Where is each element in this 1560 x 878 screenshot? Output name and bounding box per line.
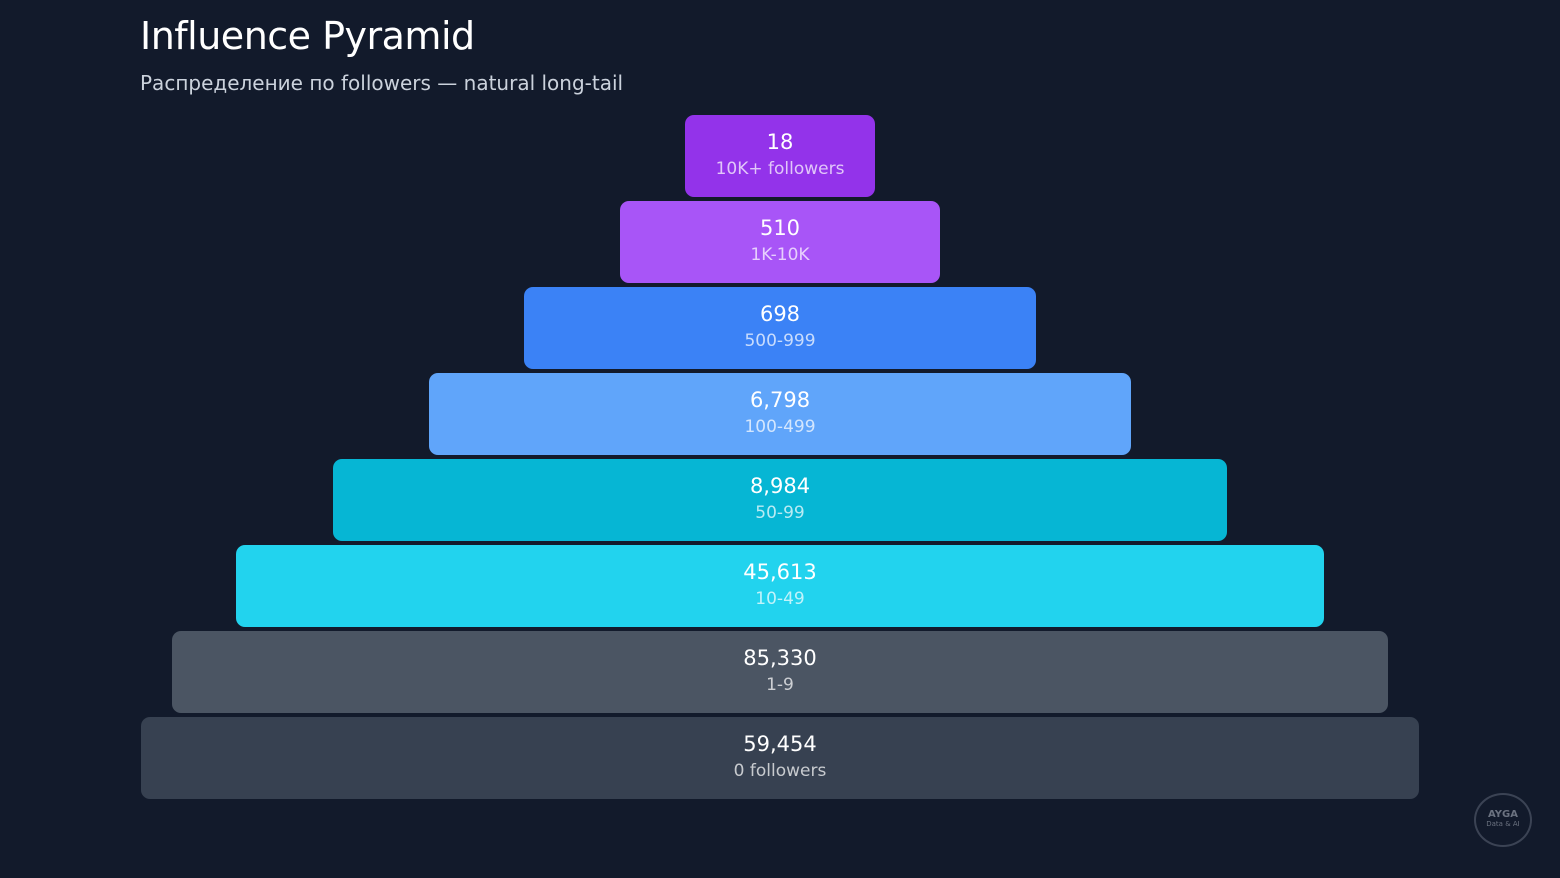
chart-subtitle: Распределение по followers — natural lon… xyxy=(140,71,624,95)
pyramid-bar: 18 10K+ followers xyxy=(685,115,875,197)
bar-value: 18 xyxy=(766,130,794,154)
bar-label: 50-99 xyxy=(755,503,805,523)
pyramid-bar: 698 500-999 xyxy=(524,287,1036,369)
bar-value: 59,454 xyxy=(743,732,817,756)
bar-value: 510 xyxy=(759,216,801,240)
logo-tagline: Data & AI xyxy=(1486,820,1520,828)
chart-title: Influence Pyramid xyxy=(140,14,475,58)
bar-value: 8,984 xyxy=(749,474,811,498)
bar-label: 100-499 xyxy=(744,417,816,437)
bar-value: 45,613 xyxy=(743,560,817,584)
bar-label: 10K+ followers xyxy=(715,159,845,179)
bar-label: 10-49 xyxy=(755,589,805,609)
bar-label: 1-9 xyxy=(766,675,794,695)
pyramid-bar: 85,330 1-9 xyxy=(172,631,1388,713)
pyramid-bar: 510 1K-10K xyxy=(620,201,940,283)
logo-name: AYGA xyxy=(1488,809,1518,820)
ayga-logo: AYGA Data & AI xyxy=(1474,793,1532,847)
pyramid-bar: 45,613 10-49 xyxy=(236,545,1324,627)
pyramid-bar: 59,454 0 followers xyxy=(141,717,1419,799)
pyramid-bar: 6,798 100-499 xyxy=(429,373,1131,455)
bar-value: 698 xyxy=(759,302,801,326)
bar-label: 0 followers xyxy=(733,761,827,781)
bar-label: 1K-10K xyxy=(750,245,810,265)
bar-label: 500-999 xyxy=(744,331,816,351)
bar-value: 6,798 xyxy=(749,388,811,412)
pyramid-bar: 8,984 50-99 xyxy=(333,459,1227,541)
bar-value: 85,330 xyxy=(743,646,817,670)
